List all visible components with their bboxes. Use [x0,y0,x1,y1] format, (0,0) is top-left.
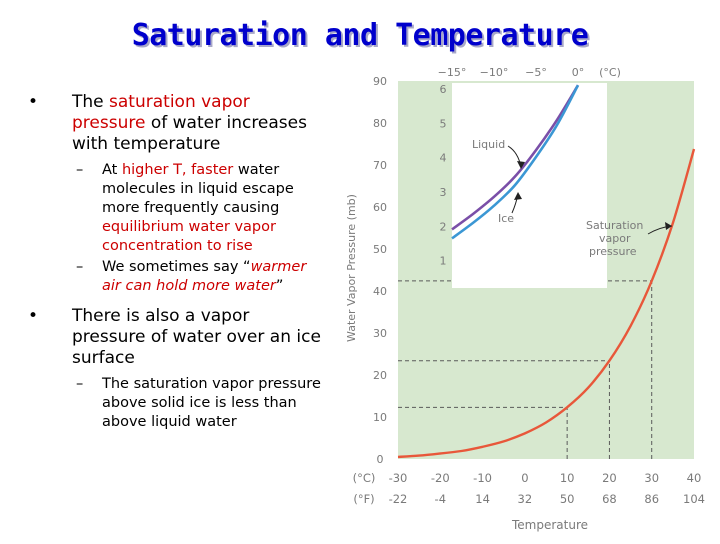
inset-series-line-liquid [451,84,580,231]
annotation-saturation: Saturation vapor pressure [586,219,647,258]
y-tick-label: 90 [373,75,387,88]
x-tick-label-fahrenheit: 50 [560,492,575,506]
inset-label-liquid: Liquid [472,138,505,151]
inset-y-tick-label: 3 [440,186,447,199]
inset-x-tick-label: −10° [480,66,509,79]
slide-title: Saturation and Temperature [131,18,589,53]
inset-y-tick-label: 1 [440,255,447,268]
inset-x-tick-label: −5° [525,66,547,79]
y-tick-label: 40 [373,285,387,298]
inset-x-tick-label: −15° [438,66,467,79]
inset-x-tick-label: 0° [572,66,585,79]
y-tick-label: 60 [373,201,387,214]
y-tick-label: 0 [377,453,384,466]
annotation-saturation-line3: pressure [589,245,637,258]
x-axis-label: Temperature [511,518,588,532]
vapor-pressure-chart: 0 10 20 30 40 50 60 70 80 90 -30 -20 -10 0 10 20 30 40 -22… [330,62,720,540]
x-tick-label-celsius: -20 [431,471,450,485]
x-tick-label-fahrenheit: 68 [602,492,617,506]
x-tick-label-fahrenheit: -22 [389,492,408,506]
inset-arrowhead-ice [514,192,522,200]
y-axis-label: Water Vapor Pressure (mb) [345,194,358,342]
x-tick-label-celsius: 40 [687,471,702,485]
inset-label-ice: Ice [498,212,514,225]
inset-x-tick-label: (°C) [599,66,621,79]
y-tick-label: 30 [373,327,387,340]
chart-svg: 0 10 20 30 40 50 60 70 80 90 -30 -20 -10 0 10 20 30 40 -22… [345,66,705,532]
annotation-arrowhead [665,222,672,230]
y-tick-label: 10 [373,411,387,424]
series-line-saturation [397,148,696,459]
inset-y-tick-label: 6 [440,83,447,96]
x-tick-label-celsius: 0 [521,471,528,485]
inset-y-tick-label: 4 [440,152,447,165]
x-tick-label-celsius: 10 [560,471,575,485]
x-tick-label-fahrenheit: 32 [518,492,533,506]
y-tick-label: 80 [373,117,387,130]
y-tick-label: 50 [373,243,387,256]
x-tick-label-celsius: -30 [389,471,408,485]
y-tick-label: 20 [373,369,387,382]
sub-bullet-solid-ice: The saturation vapor pressure above soli… [28,375,323,432]
x-tick-label-celsius: 30 [644,471,659,485]
x-tick-label-celsius: -10 [473,471,492,485]
x-unit-celsius: (°C) [353,471,376,485]
sub-bullet-warmer-air: We sometimes say “warmer air can hold mo… [28,258,323,296]
annotation-saturation-line1: Saturation [586,219,643,232]
inset-y-tick-label: 2 [440,220,447,233]
x-tick-label-celsius: 20 [602,471,617,485]
inset-arrowhead-liquid [517,161,525,169]
inset-background [452,83,607,288]
inset-y-tick-label: 5 [440,117,447,130]
x-tick-label-fahrenheit: -4 [435,492,446,506]
bullet-saturation: The saturation vapor pressure of water i… [28,92,323,155]
x-tick-label-fahrenheit: 104 [683,492,705,506]
x-tick-label-fahrenheit: 86 [644,492,659,506]
bullet-ice-surface: There is also a vapor pressure of water … [28,306,323,369]
y-tick-label: 70 [373,159,387,172]
annotation-saturation-line2: vapor [599,232,631,245]
inset-series-line-ice [451,84,580,240]
x-tick-label-fahrenheit: 14 [475,492,490,506]
sub-bullet-faster-molecules: At higher T, faster water molecules in l… [28,161,323,256]
x-unit-fahrenheit: (°F) [353,492,374,506]
bullet-list: The saturation vapor pressure of water i… [28,92,323,432]
